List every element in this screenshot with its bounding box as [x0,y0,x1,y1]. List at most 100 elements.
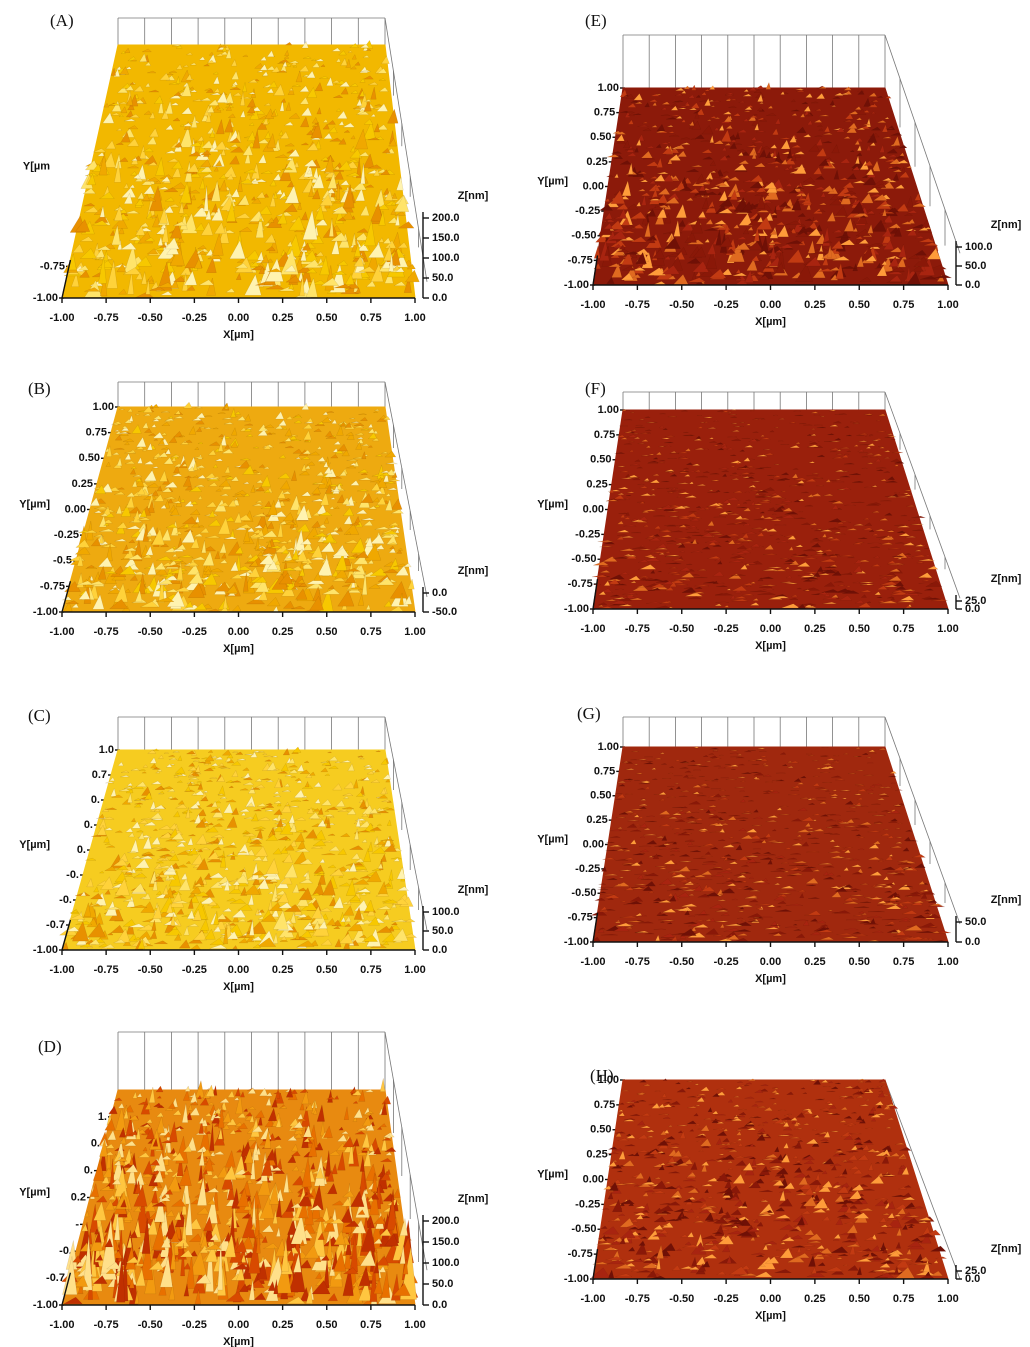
x-tick-label: 0.25 [272,964,293,976]
x-tick-label: 0.50 [316,626,337,638]
afm-panel: 1.00.70.0.0.-0.-0.-0.7-1.00Y[µm]-1.00-0.… [19,706,488,993]
z-tick-label: 0.0 [432,292,447,304]
y-tick-label: -0. [59,894,72,906]
afm-panel: 1.0.0.0.2--0.-0.7-1.00Y[µm]-1.00-0.75-0.… [19,1032,488,1347]
y-axis-label: Y[µm] [537,175,568,187]
x-tick-label: -1.00 [49,1319,74,1331]
y-tick-label: 0. [91,1138,100,1150]
y-tick-label: 1. [98,1111,107,1123]
x-tick-label: -0.75 [94,964,119,976]
y-tick-label: -0.75 [40,580,65,592]
y-tick-label: -0.7 [46,1272,65,1284]
y-tick-label: 0.75 [594,429,615,441]
y-tick-label: 0.00 [65,503,86,515]
y-tick-label: -1.00 [33,606,58,618]
y-tick-label: 0. [84,1165,93,1177]
y-tick-label: -0.25 [54,529,79,541]
y-tick-label: 1.00 [93,401,114,413]
y-tick-label: 1.00 [598,82,619,94]
x-tick-label: -0.50 [138,312,163,324]
y-tick-label: 0.00 [583,180,604,192]
y-tick-label: -0.25 [575,205,600,217]
x-axis-label: X[µm] [223,643,254,655]
z-tick-label: 50.0 [432,1278,453,1290]
x-tick-label: 0.75 [360,626,381,638]
x-tick-label: 0.50 [316,312,337,324]
afm-panel: 1.000.750.500.250.00-0.25-0.50-0.75-1.00… [537,379,1021,652]
z-tick-label: 150.0 [432,1236,460,1248]
y-tick-label: 0. [84,819,93,831]
surface-peak [156,1086,163,1092]
y-axis-label: Y[µm] [537,498,568,510]
z-tick-label: 150.0 [432,232,460,244]
surface-peak [185,1086,190,1091]
y-tick-label: 0.25 [586,479,607,491]
z-tick-label: 50.0 [432,925,453,937]
x-tick-label: -0.50 [138,1319,163,1331]
x-tick-label: 0.75 [360,312,381,324]
z-tick-label: 0.0 [432,587,447,599]
x-tick-label: 0.00 [228,1319,249,1331]
panel-label: (E) [585,11,607,30]
y-tick-label: -0.25 [575,528,600,540]
x-tick-label: 1.00 [937,299,958,311]
z-tick-label: 200.0 [432,1215,460,1227]
z-tick-label: 100.0 [432,906,460,918]
y-tick-label: 0.75 [86,427,107,439]
afm-panel: 1.000.750.500.250.00-0.25-0.5-0.75-1.00Y… [19,379,488,655]
y-tick-label: -1.00 [564,603,589,615]
z-tick-label: 100.0 [432,252,460,264]
y-tick-label: -0.75 [568,254,593,266]
y-tick-label: -0. [66,869,79,881]
x-tick-label: 1.00 [404,626,425,638]
panel-label: (B) [28,379,51,398]
x-tick-label: 0.50 [849,299,870,311]
x-tick-label: 0.75 [893,299,914,311]
y-tick-label: 0.25 [72,478,93,490]
y-axis-label: Y[µm] [19,1186,50,1198]
x-tick-label: -0.75 [94,312,119,324]
x-tick-label: -0.50 [138,964,163,976]
x-tick-label: -0.25 [182,626,207,638]
x-tick-label: 1.00 [404,1319,425,1331]
afm-panel: -0.75-1.00Y[µm-1.00-0.75-0.50-0.250.000.… [23,11,489,341]
x-axis-label: X[µm] [223,1336,254,1347]
y-tick-label: 0.50 [590,454,611,466]
x-axis-label: X[µm] [223,329,254,341]
y-tick-label: -0.75 [40,260,65,272]
x-tick-label: -0.75 [625,299,650,311]
y-tick-label: 0.25 [586,156,607,168]
x-tick-label: -0.25 [182,1319,207,1331]
z-tick-label: 100.0 [965,241,993,253]
y-tick-label: 0.50 [590,131,611,143]
x-axis-label: X[µm] [755,316,786,328]
z-tick-label: -50.0 [432,606,457,618]
surface-peak [195,1081,204,1098]
x-tick-label: 0.00 [228,964,249,976]
x-tick-label: -1.00 [49,964,74,976]
x-tick-label: 0.00 [228,312,249,324]
x-tick-label: -0.75 [94,1319,119,1331]
y-tick-label: -0.50 [571,230,596,242]
x-tick-label: -0.75 [94,626,119,638]
x-tick-label: 1.00 [404,964,425,976]
x-tick-label: -0.25 [182,964,207,976]
z-axis-label: Z[nm] [991,219,1022,231]
z-tick-label: 50.0 [432,272,453,284]
y-axis-label: Y[µm] [19,498,50,510]
y-tick-label: 1.0 [99,744,114,756]
x-tick-label: -0.50 [669,299,694,311]
x-tick-label: -0.25 [182,312,207,324]
x-tick-label: 0.50 [316,1319,337,1331]
y-tick-label: 0.2 [71,1191,86,1203]
z-tick-label: 50.0 [965,260,986,272]
afm-panel: 1.00 0.75 0.50 0.25 0.00 -0.25 -0.50 -0.75 -1.00… [537,11,1021,328]
z-axis-label: Z[nm] [458,565,489,577]
y-tick-label: - [75,1218,79,1230]
x-tick-label: -1.00 [580,299,605,311]
x-tick-label: 0.75 [360,964,381,976]
x-tick-label: 0.00 [760,299,781,311]
surface-peak [380,1078,385,1091]
y-tick-label: 0. [77,844,86,856]
x-tick-label: 0.25 [272,626,293,638]
